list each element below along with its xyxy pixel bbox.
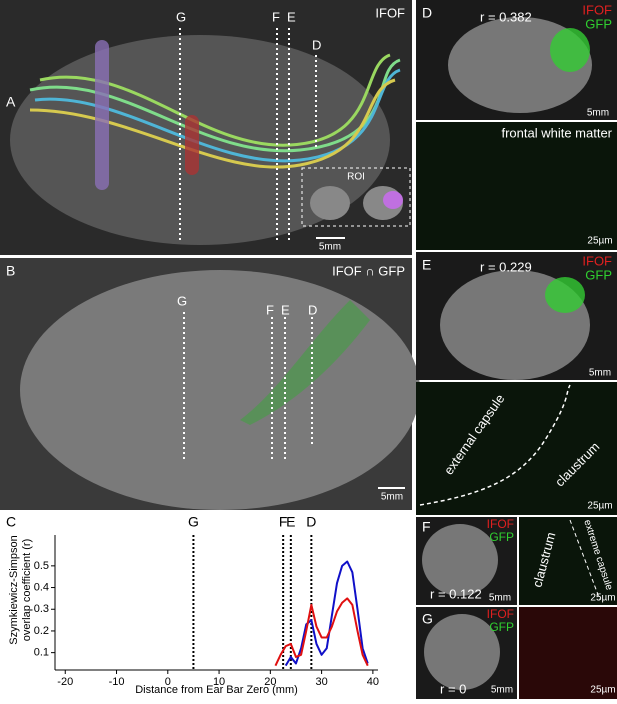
series-line xyxy=(284,560,369,667)
panel-f-right xyxy=(519,517,617,605)
roi-slab xyxy=(185,115,199,175)
slice-marker-label: G xyxy=(188,514,199,530)
series-line xyxy=(274,597,369,667)
panel-title: IFOF ∩ GFP xyxy=(332,263,405,278)
panel-label: D xyxy=(422,5,432,21)
scale-label: 5mm xyxy=(589,368,611,379)
ifof-legend: IFOF xyxy=(487,517,514,531)
scale-label: 25µm xyxy=(590,593,615,604)
gfp-label xyxy=(545,277,585,313)
slice xyxy=(422,524,498,596)
panel-g-right xyxy=(519,607,617,699)
slice-marker-label: E xyxy=(286,514,295,530)
boundary xyxy=(569,519,601,601)
slice-marker-label: D xyxy=(306,514,316,530)
y-tick-label: 0.2 xyxy=(34,625,49,637)
slice-label: F xyxy=(272,9,280,24)
roi-mask xyxy=(383,191,403,209)
gfp-legend: GFP xyxy=(489,620,514,634)
panel-d-bottom xyxy=(416,122,617,250)
gfp-legend: GFP xyxy=(585,16,612,31)
slice-marker-label: F xyxy=(279,514,288,530)
x-tick-label: -10 xyxy=(109,676,125,688)
brain-b xyxy=(20,270,420,510)
roi-slice xyxy=(310,186,350,220)
x-tick-label: -20 xyxy=(57,676,73,688)
x-tick-label: 40 xyxy=(367,676,379,688)
scale-label: 5mm xyxy=(587,108,609,119)
y-axis-label: Szymkiewicz-Simpson xyxy=(8,535,20,644)
slice xyxy=(424,614,500,690)
region-label: frontal white matter xyxy=(501,125,612,140)
panel-label: B xyxy=(6,263,15,279)
gfp-label xyxy=(550,28,590,72)
slice-label: D xyxy=(312,37,321,52)
y-tick-label: 0.1 xyxy=(34,647,49,659)
slice-label: E xyxy=(281,302,290,317)
scale-label: 5mm xyxy=(381,492,403,503)
scale-label: 5mm xyxy=(319,242,341,253)
scale-label: 25µm xyxy=(587,501,612,512)
slice-label: F xyxy=(266,302,274,317)
panel-label: C xyxy=(6,514,16,530)
r-value: r = 0.382 xyxy=(480,9,532,24)
r-value: r = 0.122 xyxy=(430,586,482,601)
x-tick-label: 0 xyxy=(165,676,171,688)
panel-title: IFOF xyxy=(375,5,405,20)
r-value: r = 0 xyxy=(440,681,466,696)
slice-label: G xyxy=(176,9,186,24)
roi-box xyxy=(301,167,411,227)
y-tick-label: 0.5 xyxy=(34,560,49,572)
panel-label: F xyxy=(422,519,431,535)
slice-label: G xyxy=(177,293,187,308)
y-tick-label: 0.3 xyxy=(34,603,49,615)
scale-label: 25µm xyxy=(587,236,612,247)
x-tick-label: 10 xyxy=(213,676,225,688)
scale-label: 25µm xyxy=(590,685,615,696)
scale-label: 5mm xyxy=(489,593,511,604)
gfp-legend: GFP xyxy=(489,530,514,544)
r-value: r = 0.229 xyxy=(480,259,532,274)
panel-label: G xyxy=(422,611,433,627)
ifof-legend: IFOF xyxy=(487,607,514,621)
x-tick-label: 20 xyxy=(264,676,276,688)
panel-e-bottom xyxy=(416,382,617,515)
roi-slab xyxy=(95,40,109,190)
scale-label: 5mm xyxy=(491,685,513,696)
ifof-legend: IFOF xyxy=(582,2,612,17)
boundary xyxy=(419,384,571,506)
panel-label: E xyxy=(422,257,431,273)
y-tick-label: 0.4 xyxy=(34,581,49,593)
x-tick-label: 30 xyxy=(315,676,327,688)
panel-label: A xyxy=(6,94,16,110)
slice-label: D xyxy=(308,302,317,317)
roi-label: ROI xyxy=(347,172,365,183)
gfp-legend: GFP xyxy=(585,267,612,282)
y-axis-label: overlap coefficient (r) xyxy=(21,539,33,642)
slice-label: E xyxy=(287,9,296,24)
ifof-legend: IFOF xyxy=(582,253,612,268)
x-axis-label: Distance from Ear Bar Zero (mm) xyxy=(135,684,298,696)
